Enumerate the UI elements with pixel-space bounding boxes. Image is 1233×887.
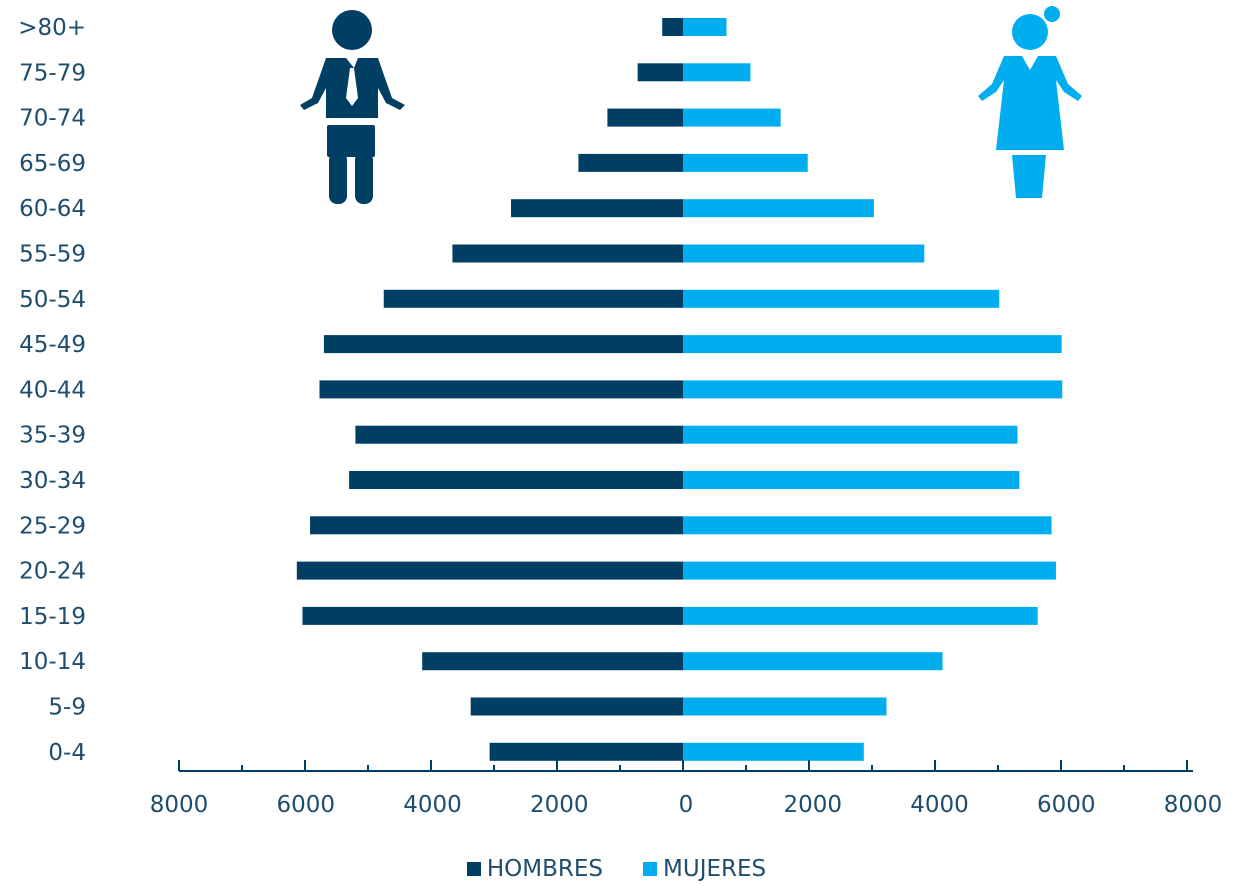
bar-mujeres	[683, 289, 1000, 308]
bar-hombres	[452, 244, 683, 263]
bar-mujeres	[683, 561, 1056, 580]
bar-hombres	[422, 652, 683, 671]
bar-mujeres	[683, 244, 925, 263]
bar-hombres	[662, 18, 683, 36]
age-label: 0-4	[48, 740, 86, 766]
bar-hombres	[607, 108, 683, 127]
age-label: 65-69	[19, 151, 86, 177]
age-label: 50-54	[19, 287, 86, 313]
bar-mujeres	[683, 335, 1062, 354]
bar-hombres	[319, 380, 683, 399]
age-label: 35-39	[19, 423, 86, 449]
bar-mujeres	[683, 516, 1052, 535]
age-label: 70-74	[19, 106, 86, 132]
age-label: 10-14	[19, 649, 86, 675]
bar-hombres	[511, 199, 683, 218]
woman-icon	[978, 6, 1082, 198]
x-tick-label: 2000	[783, 792, 842, 818]
age-label: 45-49	[19, 332, 86, 358]
legend-item-mujeres: MUJERES	[643, 856, 766, 882]
man-icon	[300, 10, 405, 204]
age-group-labels: >80+ 75-79 70-74 65-69 60-64 55-59 50-54 45-49 4…	[18, 15, 86, 766]
age-label: >80+	[18, 15, 86, 41]
x-tick-label: 2000	[530, 792, 589, 818]
bars	[296, 18, 1063, 761]
bar-mujeres	[683, 153, 808, 172]
bar-mujeres	[683, 18, 727, 36]
bar-mujeres	[683, 606, 1038, 625]
bar-mujeres	[683, 425, 1018, 444]
legend-item-hombres: HOMBRES	[466, 856, 604, 882]
x-axis: 8000 6000 4000 2000 0 2000 4000 6000 8000	[150, 760, 1223, 818]
x-tick-label: 4000	[403, 792, 462, 818]
bar-mujeres	[683, 199, 874, 218]
x-tick-label: 8000	[1164, 792, 1223, 818]
bar-hombres	[302, 606, 683, 625]
legend: HOMBRES MUJERES	[0, 854, 1233, 884]
bar-mujeres	[683, 108, 781, 127]
bar-mujeres	[683, 471, 1020, 489]
age-label: 30-34	[19, 468, 86, 494]
age-label: 20-24	[19, 559, 86, 585]
legend-label-hombres: HOMBRES	[486, 856, 604, 882]
legend-swatch-mujeres	[643, 862, 658, 876]
age-label: 25-29	[19, 513, 86, 539]
bar-hombres	[323, 335, 683, 354]
age-label: 15-19	[19, 604, 86, 630]
age-label: 55-59	[19, 242, 86, 268]
bar-hombres	[637, 63, 683, 82]
bar-mujeres	[683, 380, 1063, 399]
age-label: 5-9	[48, 695, 86, 721]
bar-hombres	[296, 561, 683, 580]
bar-mujeres	[683, 742, 864, 761]
bar-hombres	[355, 425, 683, 444]
bar-hombres	[470, 697, 683, 716]
bar-hombres	[383, 289, 683, 308]
bar-mujeres	[683, 652, 943, 671]
bar-hombres	[349, 471, 683, 489]
bar-mujeres	[683, 697, 887, 716]
bar-hombres	[578, 153, 683, 172]
bar-hombres	[310, 516, 683, 535]
age-label: 60-64	[19, 196, 86, 222]
age-label: 40-44	[19, 377, 86, 403]
age-label: 75-79	[19, 60, 86, 86]
x-tick-label: 6000	[276, 792, 335, 818]
legend-swatch-hombres	[466, 862, 481, 876]
x-tick-label: 0	[679, 792, 694, 818]
bar-mujeres	[683, 63, 751, 82]
x-tick-label: 6000	[1037, 792, 1096, 818]
x-tick-label: 4000	[910, 792, 969, 818]
x-tick-label: 8000	[150, 792, 209, 818]
bar-hombres	[489, 742, 683, 761]
legend-label-mujeres: MUJERES	[663, 856, 767, 882]
